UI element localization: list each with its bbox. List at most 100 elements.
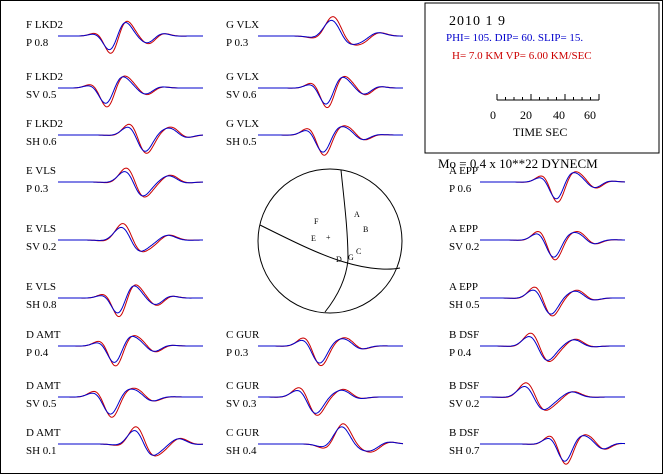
trace-panel: A EPP SV 0.2 <box>449 223 625 261</box>
component-label: SH 0.6 <box>26 136 57 148</box>
synthetic-waveform <box>58 76 203 104</box>
scale-tick-40: 40 <box>553 108 565 122</box>
observed-waveform <box>58 387 203 418</box>
synthetic-waveform <box>258 126 403 153</box>
component-label: SH 0.5 <box>226 136 257 148</box>
component-label: P 0.3 <box>226 347 249 359</box>
component-label: P 0.4 <box>26 347 49 359</box>
trace-panel: B DSF SH 0.7 <box>449 427 626 465</box>
observed-waveform <box>58 75 203 108</box>
trace-panel: C GUR P 0.3 <box>226 329 403 367</box>
station-mark-C: C <box>356 247 361 256</box>
time-scale: 0 20 40 60 TIME SEC <box>490 94 600 139</box>
synthetic-waveform <box>258 389 403 414</box>
epicenter-mark: + <box>326 233 331 242</box>
station-label: A EPP <box>449 281 478 293</box>
observed-waveform <box>480 434 626 465</box>
synthetic-waveform <box>58 285 203 314</box>
observed-waveform <box>480 382 625 411</box>
component-label: SH 0.7 <box>449 445 480 457</box>
station-label: F LKD2 <box>26 19 63 31</box>
component-label: SV 0.2 <box>26 241 56 253</box>
station-mark-D: D <box>336 255 342 264</box>
component-label: SV 0.3 <box>226 398 257 410</box>
station-label: E VLS <box>26 165 56 177</box>
synthetic-waveform <box>480 172 626 200</box>
station-label: C GUR <box>226 380 260 392</box>
scale-label: TIME SEC <box>513 125 567 139</box>
component-label: P 0.8 <box>26 37 49 49</box>
trace-panel: F LKD2 SV 0.5 <box>26 71 203 108</box>
component-label: SH 0.1 <box>26 445 57 457</box>
station-label: C GUR <box>226 329 260 341</box>
station-label: G VLX <box>226 118 259 130</box>
synthetic-waveform <box>258 426 404 452</box>
synthetic-waveform <box>480 335 625 361</box>
station-label: E VLS <box>26 281 56 293</box>
component-label: SH 0.8 <box>26 299 57 311</box>
component-label: SV 0.5 <box>26 398 57 410</box>
trace-panel: E VLS SH 0.8 <box>26 281 203 318</box>
component-label: SH 0.4 <box>226 445 257 457</box>
synthetic-waveform <box>258 76 403 105</box>
trace-panel: C GUR SH 0.4 <box>226 423 404 457</box>
component-label: SV 0.6 <box>226 89 257 101</box>
synthetic-waveform <box>258 19 403 45</box>
scale-tick-20: 20 <box>520 108 532 122</box>
info-box <box>424 2 660 154</box>
station-label: G VLX <box>226 19 259 31</box>
mechanism-text: PHI= 105. DIP= 60. SLIP= 15. <box>446 32 583 44</box>
component-label: SV 0.2 <box>449 398 479 410</box>
trace-panel: D AMT P 0.4 <box>26 329 203 367</box>
trace-panel: F LKD2 P 0.8 <box>26 19 203 54</box>
station-label: B DSF <box>449 329 479 341</box>
station-label: A EPP <box>449 223 478 235</box>
observed-waveform <box>258 423 404 453</box>
station-label: A EPP <box>449 165 478 177</box>
component-label: P 0.4 <box>449 347 472 359</box>
nodal-plane-1 <box>324 169 349 313</box>
station-label: G VLX <box>226 71 259 83</box>
observed-waveform <box>258 387 403 416</box>
observed-waveform <box>58 167 203 198</box>
trace-panels: F LKD2 P 0.8 F LKD2 SV 0.5 F LKD2 SH 0.6 E VLS… <box>26 16 626 465</box>
synthetic-waveform <box>58 430 203 456</box>
trace-panel: A EPP P 0.6 <box>449 165 626 203</box>
synthetic-waveform <box>258 338 403 364</box>
station-label: C GUR <box>226 427 260 439</box>
component-label: SV 0.5 <box>26 89 57 101</box>
observed-waveform <box>58 426 203 457</box>
trace-panel: E VLS SV 0.2 <box>26 223 203 253</box>
trace-panel: G VLX SH 0.5 <box>226 118 403 156</box>
synthetic-waveform <box>58 126 204 152</box>
trace-panel: G VLX P 0.3 <box>226 16 403 49</box>
component-label: SH 0.5 <box>449 299 480 311</box>
station-mark-F: F <box>314 217 319 226</box>
station-label: D AMT <box>26 329 61 341</box>
synthetic-waveform <box>480 289 625 315</box>
synthetic-waveform <box>58 171 204 197</box>
station-label: B DSF <box>449 380 479 392</box>
station-label: F LKD2 <box>26 71 63 83</box>
component-label: P 0.3 <box>26 183 49 195</box>
observed-waveform <box>58 284 203 318</box>
station-mark-G: G <box>348 253 354 262</box>
synthetic-waveform <box>480 386 625 411</box>
scale-tick-0: 0 <box>490 108 496 122</box>
trace-panel: A EPP SH 0.5 <box>449 281 625 317</box>
station-label: F LKD2 <box>26 118 63 130</box>
synthetic-waveform <box>480 232 625 258</box>
station-mark-A: A <box>354 210 360 219</box>
observed-waveform <box>58 223 203 253</box>
focal-sphere: F E + A B D G C <box>257 168 403 314</box>
trace-panel: G VLX SV 0.6 <box>226 71 403 109</box>
observed-waveform <box>58 335 203 367</box>
synthetic-waveform <box>480 435 626 462</box>
station-mark-B: B <box>363 225 368 234</box>
event-date: 2010 1 9 <box>449 14 506 29</box>
trace-panel: F LKD2 SH 0.6 <box>26 118 204 154</box>
observed-waveform <box>258 75 403 109</box>
station-label: D AMT <box>26 427 61 439</box>
depth-text: H= 7.0 KM VP= 6.00 KM/SEC <box>452 50 592 62</box>
